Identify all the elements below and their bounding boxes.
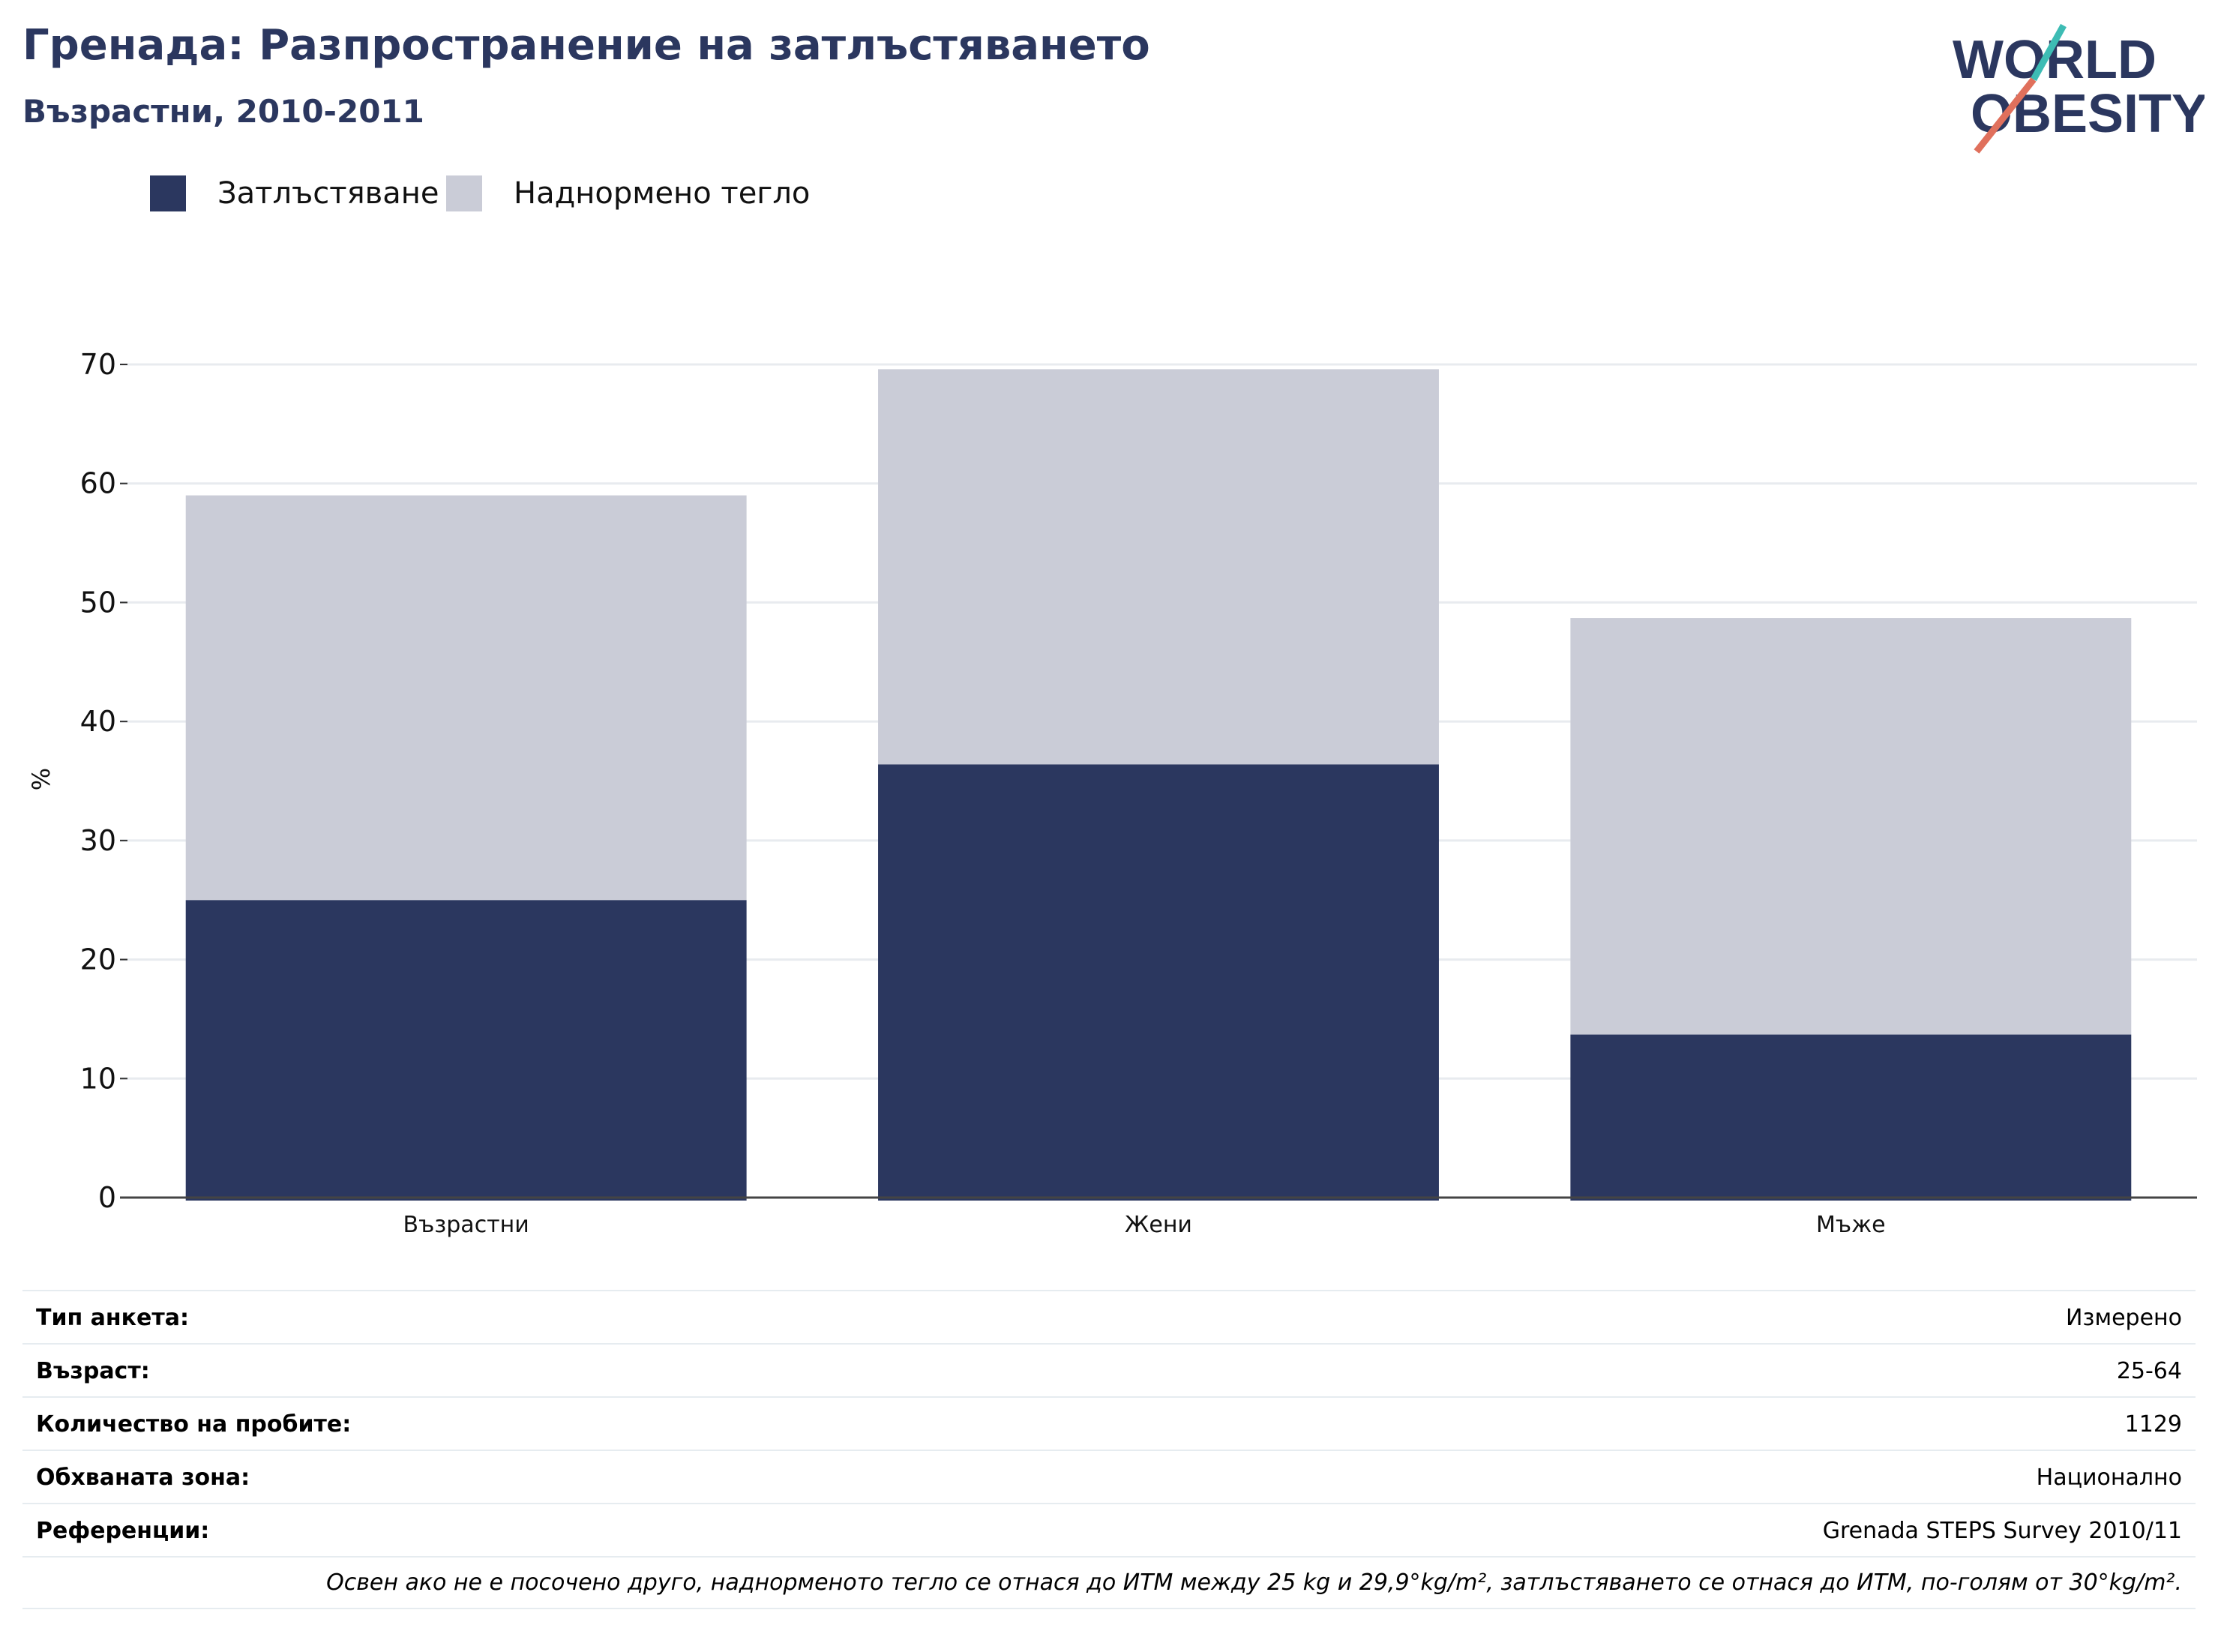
y-tick-label: 20 [80, 943, 116, 976]
bar-obesity [185, 900, 747, 1201]
y-tick-label: 0 [98, 1181, 116, 1214]
info-key: Референции: [36, 1518, 210, 1544]
legend-label-overweight: Наднормено тегло [514, 176, 811, 211]
y-tick-label: 40 [80, 705, 116, 738]
info-row-note: Освен ако не е посочено друго, наднормен… [22, 1556, 2196, 1609]
logo-slash-red [1974, 77, 2037, 154]
y-tick-label: 30 [80, 824, 116, 857]
bar-chart: 0 10 20 30 40 50 60 70 Възрастни Жени Мъже [80, 348, 2197, 1238]
info-row-sample-size: Количество на пробите: 1129 [22, 1396, 2196, 1450]
info-value: Измерено [2066, 1305, 2182, 1331]
survey-info-table: Тип анкета: Измерено Възраст: 25-64 Коли… [22, 1290, 2196, 1609]
info-row-age: Възраст: 25-64 [22, 1343, 2196, 1396]
definition-note: Освен ако не е посочено друго, наднормен… [326, 1570, 2182, 1596]
y-tick-label: 10 [80, 1062, 116, 1095]
x-tick-label: Мъже [1816, 1212, 1886, 1238]
bar-overweight [878, 369, 1439, 765]
chart-title: Гренада: Разпространение на затлъстяване… [22, 21, 1150, 70]
info-key: Тип анкета: [36, 1305, 189, 1331]
x-tick-label: Жени [1125, 1212, 1192, 1238]
info-row-references: Референции: Grenada STEPS Survey 2010/11 [22, 1503, 2196, 1556]
info-value: Grenada STEPS Survey 2010/11 [1822, 1518, 2182, 1544]
bar-overweight [1570, 618, 2132, 1035]
info-value: 1129 [2124, 1411, 2182, 1438]
logo-slash-teal [2031, 23, 2067, 82]
info-value: Национално [2036, 1465, 2182, 1491]
x-tick-label: Възрастни [403, 1212, 529, 1238]
y-tick-label: 50 [80, 586, 116, 619]
bar-obesity [878, 764, 1439, 1201]
y-tick-label: 70 [80, 348, 116, 381]
info-row-area: Обхваната зона: Национално [22, 1450, 2196, 1503]
bar-overweight [185, 495, 747, 901]
legend-label-obesity: Затлъстяване [217, 176, 439, 211]
world-obesity-logo: WORLD OBESITY [1953, 23, 2205, 154]
info-key: Възраст: [36, 1358, 150, 1384]
bar-obesity [1570, 1034, 2132, 1201]
y-tick-label: 60 [80, 467, 116, 500]
info-row-survey-type: Тип анкета: Измерено [22, 1290, 2196, 1343]
legend-swatch-obesity [150, 175, 186, 211]
info-value: 25-64 [2116, 1358, 2182, 1384]
chart-subtitle: Възрастни, 2010-2011 [22, 93, 424, 130]
legend-swatch-overweight [446, 175, 482, 211]
info-key: Обхваната зона: [36, 1465, 250, 1491]
info-key: Количество на пробите: [36, 1411, 352, 1438]
